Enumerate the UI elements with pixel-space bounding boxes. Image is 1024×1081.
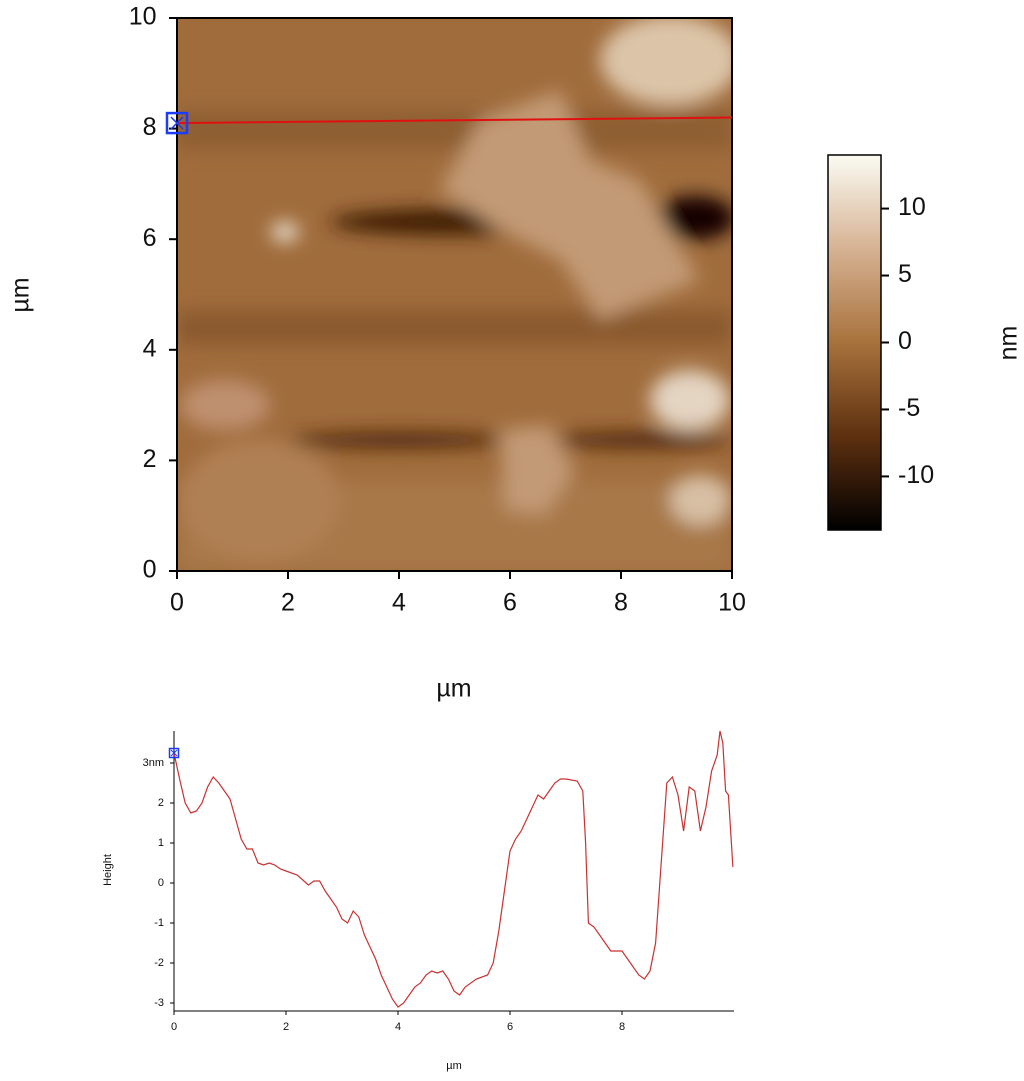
height-profile xyxy=(173,730,734,1008)
cursor-cross xyxy=(170,116,184,130)
x-tick-label: 8 xyxy=(619,1021,625,1033)
y-tick-label: -3 xyxy=(154,997,164,1009)
y-tick-label: 6 xyxy=(143,224,157,252)
y-tick-label: 1 xyxy=(158,837,164,849)
y-tick-label: 2 xyxy=(158,797,164,809)
x-tick-label: 0 xyxy=(170,589,184,617)
cursor-cross xyxy=(170,749,178,757)
y-tick-label: 10 xyxy=(129,3,157,31)
x-tick-label: 4 xyxy=(392,589,406,617)
y-tick-label: 4 xyxy=(143,334,157,362)
afm-image xyxy=(177,18,732,571)
colorbar-label: nm xyxy=(995,326,1023,361)
y-tick-label: -2 xyxy=(154,957,164,969)
colorbar-tick-label: -5 xyxy=(898,394,920,422)
colorbar xyxy=(827,154,882,531)
plot-frame xyxy=(176,17,733,572)
y-tick-label: 8 xyxy=(143,113,157,141)
colorbar-tick-label: 5 xyxy=(898,260,912,288)
colorbar-tick-label: 10 xyxy=(898,193,926,221)
y-tick-label: 3nm xyxy=(143,757,164,769)
y-axis-label: µm xyxy=(7,277,35,312)
x-axis-label: µm xyxy=(446,1060,462,1072)
y-tick-label: -1 xyxy=(154,917,164,929)
x-tick-label: 4 xyxy=(395,1021,401,1033)
cursor-marker xyxy=(165,111,189,135)
x-tick-label: 2 xyxy=(283,1021,289,1033)
x-tick-label: 6 xyxy=(503,589,517,617)
y-tick-label: 2 xyxy=(143,445,157,473)
x-tick-label: 10 xyxy=(718,589,746,617)
x-tick-label: 2 xyxy=(281,589,295,617)
y-tick-label: 0 xyxy=(158,877,164,889)
cursor-marker xyxy=(168,747,180,759)
colorbar-tick-label: 0 xyxy=(898,327,912,355)
y-axis-label: Height xyxy=(102,854,114,886)
x-tick-label: 6 xyxy=(507,1021,513,1033)
x-tick-label: 0 xyxy=(171,1021,177,1033)
x-axis-label: µm xyxy=(436,675,471,703)
profile-line xyxy=(176,116,733,125)
y-tick-label: 0 xyxy=(143,556,157,584)
colorbar-tick-label: -10 xyxy=(898,461,934,489)
x-tick-label: 8 xyxy=(614,589,628,617)
